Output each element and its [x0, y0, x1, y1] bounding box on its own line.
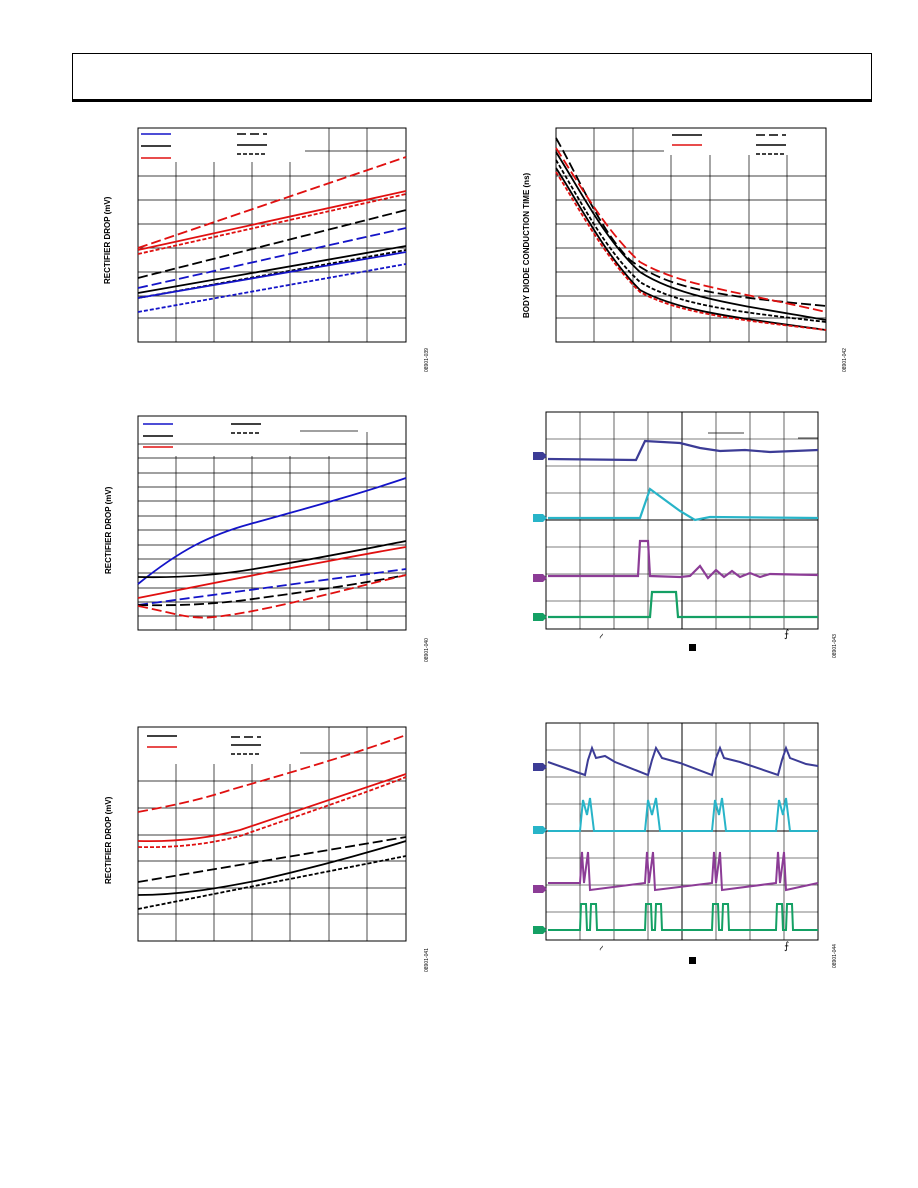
legend — [672, 134, 786, 155]
trigger-edge-icon: ⨍ — [784, 629, 790, 640]
chart-frame — [555, 127, 827, 343]
trigger-edge-icon: ⨍ — [784, 941, 790, 952]
series-lines — [137, 734, 407, 910]
stop-indicator-icon — [689, 644, 696, 651]
grid — [138, 430, 406, 630]
traces — [547, 745, 819, 931]
page-header-box — [72, 53, 872, 102]
figure-code: 08901-044 — [832, 944, 838, 968]
stop-indicator-icon — [689, 957, 696, 964]
legend — [141, 133, 267, 159]
series-lines — [137, 477, 407, 619]
traces — [547, 439, 819, 619]
scope-labels — [708, 432, 818, 439]
channel-markers — [533, 763, 547, 934]
legend — [147, 735, 261, 755]
series-lines — [555, 137, 827, 331]
series-lines — [137, 156, 407, 313]
channel-markers — [533, 452, 547, 621]
chart-frame — [137, 127, 407, 343]
grid — [138, 727, 406, 941]
scope-grid — [546, 412, 818, 629]
chart-frame — [137, 415, 407, 631]
chart-frame — [137, 726, 407, 942]
legend — [143, 423, 261, 448]
